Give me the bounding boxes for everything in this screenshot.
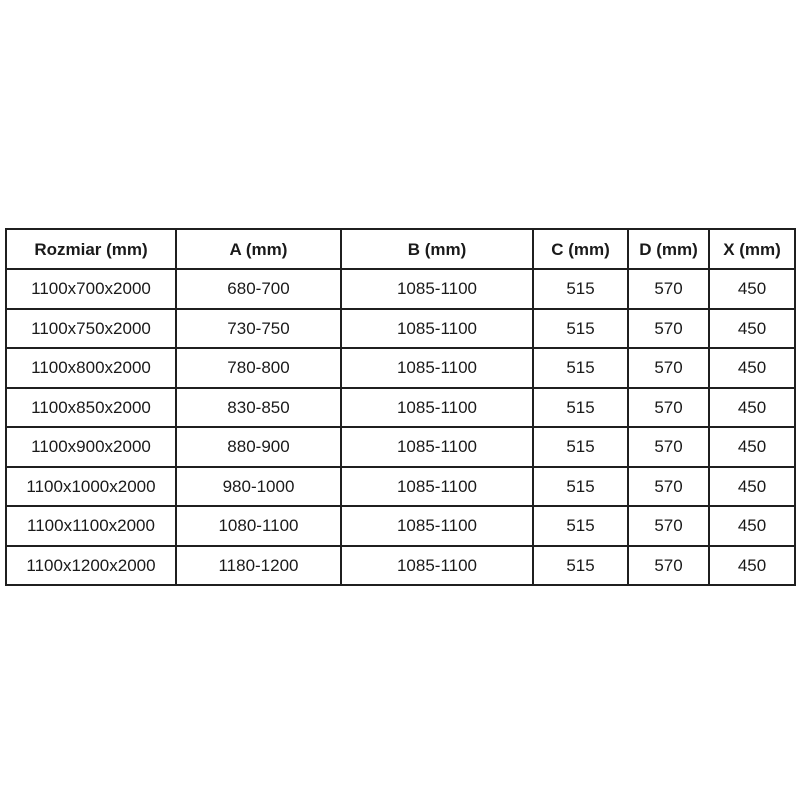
table-cell: 450 [708, 505, 796, 547]
table-cell: 450 [708, 347, 796, 389]
table-cell: 1100x900x2000 [5, 426, 177, 468]
table-cell: 450 [708, 426, 796, 468]
column-header: X (mm) [708, 228, 796, 270]
table-cell: 1080-1100 [175, 505, 342, 547]
table-cell: 515 [532, 426, 629, 468]
table-cell: 570 [627, 307, 710, 349]
table-cell: 1085-1100 [340, 386, 534, 428]
column-header: Rozmiar (mm) [5, 228, 177, 270]
table-cell: 1085-1100 [340, 307, 534, 349]
column-header: D (mm) [627, 228, 710, 270]
table-cell: 570 [627, 465, 710, 507]
table-cell: 830-850 [175, 386, 342, 428]
table-cell: 570 [627, 426, 710, 468]
table-cell: 1085-1100 [340, 505, 534, 547]
table-cell: 570 [627, 544, 710, 586]
table-cell: 1180-1200 [175, 544, 342, 586]
table-cell: 450 [708, 268, 796, 310]
table-cell: 880-900 [175, 426, 342, 468]
table-cell: 450 [708, 386, 796, 428]
table-cell: 680-700 [175, 268, 342, 310]
table-row: 1100x900x2000 880-900 1085-1100 515 570 450 [5, 426, 796, 468]
table-cell: 515 [532, 505, 629, 547]
column-header: A (mm) [175, 228, 342, 270]
table-cell: 780-800 [175, 347, 342, 389]
table-cell: 450 [708, 465, 796, 507]
table-cell: 730-750 [175, 307, 342, 349]
table-cell: 450 [708, 307, 796, 349]
table-row: 1100x750x2000 730-750 1085-1100 515 570 450 [5, 307, 796, 349]
table-cell: 1085-1100 [340, 268, 534, 310]
table-row: 1100x1100x2000 1080-1100 1085-1100 515 570 45… [5, 505, 796, 547]
table-cell: 570 [627, 347, 710, 389]
table-cell: 570 [627, 268, 710, 310]
size-spec-table: Rozmiar (mm) A (mm) B (mm) C (mm) D (mm) X (m… [5, 228, 796, 586]
table-row: 1100x700x2000 680-700 1085-1100 515 570 450 [5, 268, 796, 310]
table-cell: 515 [532, 465, 629, 507]
table-cell: 1085-1100 [340, 347, 534, 389]
table-row: 1100x1200x2000 1180-1200 1085-1100 515 570 45… [5, 544, 796, 586]
table-cell: 570 [627, 505, 710, 547]
table-cell: 515 [532, 268, 629, 310]
table-cell: 515 [532, 347, 629, 389]
column-header: C (mm) [532, 228, 629, 270]
table-cell: 1100x750x2000 [5, 307, 177, 349]
table-header-row: Rozmiar (mm) A (mm) B (mm) C (mm) D (mm) X (m… [5, 228, 796, 270]
table-cell: 515 [532, 544, 629, 586]
table-cell: 1085-1100 [340, 465, 534, 507]
table-cell: 1085-1100 [340, 544, 534, 586]
table-cell: 570 [627, 386, 710, 428]
table-cell: 515 [532, 307, 629, 349]
table-row: 1100x800x2000 780-800 1085-1100 515 570 450 [5, 347, 796, 389]
table-body: 1100x700x2000 680-700 1085-1100 515 570 450 11… [5, 268, 796, 586]
table-cell: 1100x1000x2000 [5, 465, 177, 507]
table-cell: 450 [708, 544, 796, 586]
table-cell: 1100x850x2000 [5, 386, 177, 428]
table-cell: 1085-1100 [340, 426, 534, 468]
table-cell: 980-1000 [175, 465, 342, 507]
table-row: 1100x850x2000 830-850 1085-1100 515 570 450 [5, 386, 796, 428]
table-cell: 1100x1100x2000 [5, 505, 177, 547]
column-header: B (mm) [340, 228, 534, 270]
table-cell: 1100x800x2000 [5, 347, 177, 389]
table-row: 1100x1000x2000 980-1000 1085-1100 515 570 450 [5, 465, 796, 507]
table-cell: 1100x700x2000 [5, 268, 177, 310]
table-cell: 515 [532, 386, 629, 428]
table-cell: 1100x1200x2000 [5, 544, 177, 586]
